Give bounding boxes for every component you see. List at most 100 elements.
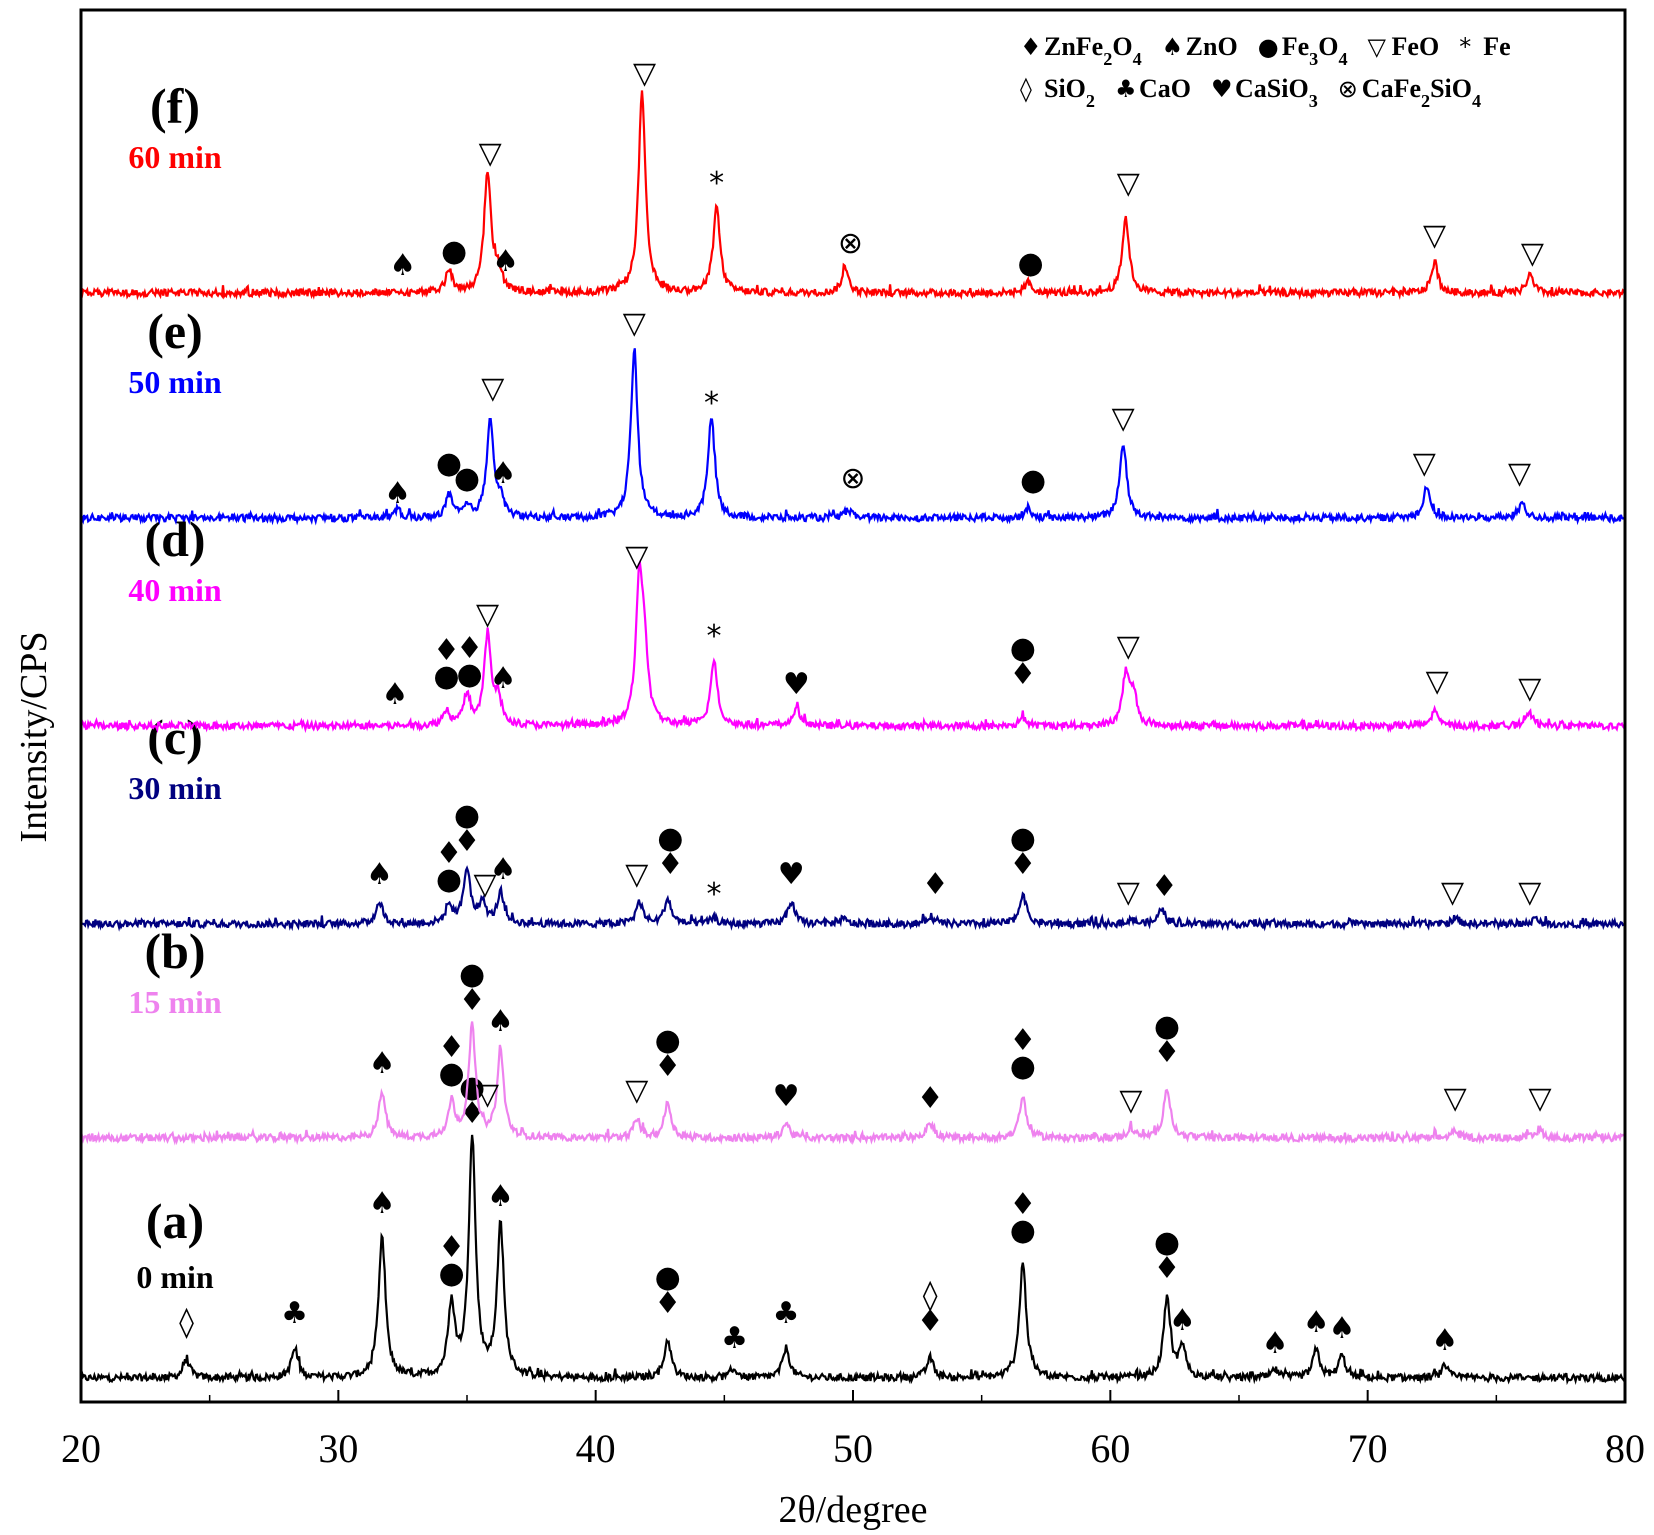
x-tick-label: 70 [1348, 1426, 1388, 1471]
marker-casio3-icon: ♥ [773, 1079, 800, 1114]
axes-frame [79, 8, 1627, 1404]
marker-feo-icon: ▽ [625, 1073, 648, 1108]
series-a-line [79, 1134, 1626, 1386]
series-f-time: 60 min [128, 139, 222, 175]
marker-feo-icon: ▽ [481, 371, 504, 406]
marker-fe3o4-icon: ● [1154, 1225, 1180, 1260]
marker-zno-icon: ♠ [492, 244, 519, 279]
legend-zno-icon: ♠ [1162, 33, 1184, 61]
legend-cao-icon: ♣ [1115, 75, 1137, 103]
series-e-label: (e) [147, 303, 203, 359]
legend-sio2-label: SiO2 [1044, 74, 1095, 111]
marker-znfe2o4-icon: ♦ [917, 1081, 944, 1116]
marker-fe3o4-icon: ● [1020, 463, 1046, 498]
x-axis-label: 2θ/degree [778, 1489, 927, 1531]
legend-cafe2sio4-label: CaFe2SiO4 [1362, 74, 1481, 111]
marker-fe3o4-icon: ● [436, 862, 462, 897]
series-d-time: 40 min [128, 572, 222, 608]
legend-znfe2o4-icon: ♦ [1020, 33, 1042, 61]
marker-feo-icon: ▽ [1119, 1083, 1142, 1118]
marker-znfe2o4-icon: ♦ [1151, 869, 1178, 904]
x-tick-label: 60 [1090, 1426, 1130, 1471]
marker-fe-icon: * [709, 166, 724, 201]
marker-feo-icon: ▽ [625, 857, 648, 892]
marker-fe-icon: * [704, 386, 719, 421]
marker-zno-icon: ♠ [389, 248, 416, 283]
legend-casio3-label: CaSiO3 [1235, 74, 1318, 111]
marker-znfe2o4-icon: ♦ [456, 631, 483, 666]
marker-sio2-icon: ◊ [923, 1278, 938, 1313]
marker-feo-icon: ▽ [1518, 671, 1541, 706]
marker-znfe2o4-icon: ♦ [433, 633, 460, 668]
marker-casio3-icon: ♥ [783, 667, 810, 702]
marker-fe-icon: * [707, 619, 722, 654]
marker-znfe2o4-icon: ♦ [436, 836, 463, 871]
x-tick-label: 40 [576, 1426, 616, 1471]
marker-fe3o4-icon: ● [1154, 1009, 1180, 1044]
marker-feo-icon: ▽ [1112, 401, 1135, 436]
legend-sio2-icon: ◊ [1020, 75, 1032, 103]
marker-feo-icon: ▽ [1117, 629, 1140, 664]
marker-znfe2o4-icon: ♦ [1153, 1251, 1180, 1286]
marker-cao-icon: ♣ [721, 1321, 748, 1356]
marker-zno-icon: ♠ [487, 1179, 514, 1214]
marker-znfe2o4-icon: ♦ [1009, 657, 1036, 692]
marker-feo-icon: ▽ [479, 136, 502, 171]
series-c-label: (c) [147, 709, 203, 765]
legend-feo-icon: ▽ [1368, 33, 1387, 61]
marker-zno-icon: ♠ [1169, 1303, 1196, 1338]
series-f-line [80, 90, 1627, 301]
marker-sio2-icon: ◊ [179, 1305, 194, 1340]
x-tick-label: 80 [1605, 1426, 1645, 1471]
legend-fe-icon: * [1459, 33, 1471, 61]
series-b-label: (b) [144, 923, 205, 979]
marker-feo-icon: ▽ [1444, 1081, 1467, 1116]
series-b-line [79, 1021, 1627, 1146]
marker-znfe2o4-icon: ♦ [459, 983, 486, 1018]
marker-fe3o4-icon: ● [1010, 631, 1036, 666]
marker-znfe2o4-icon: ♦ [917, 1304, 944, 1339]
marker-znfe2o4-icon: ♦ [454, 824, 481, 859]
marker-feo-icon: ▽ [1423, 218, 1446, 253]
marker-zno-icon: ♠ [1328, 1311, 1355, 1346]
marker-feo-icon: ▽ [1508, 456, 1531, 491]
series-c-time: 30 min [128, 770, 222, 806]
legend-feo-label: FeO [1392, 32, 1440, 61]
marker-feo-icon: ▽ [1521, 236, 1544, 271]
marker-fe3o4-icon: ● [454, 461, 480, 496]
marker-zno-icon: ♠ [1262, 1326, 1289, 1361]
marker-fe3o4-icon: ● [433, 659, 459, 694]
marker-zno-icon: ♠ [490, 661, 517, 696]
marker-fe3o4-icon: ● [1017, 246, 1043, 281]
marker-feo-icon: ▽ [1529, 1081, 1552, 1116]
marker-feo-icon: ▽ [625, 539, 648, 574]
series-a-time: 0 min [136, 1259, 214, 1295]
marker-fe3o4-icon: ● [441, 234, 467, 269]
legend-zno-label: ZnO [1186, 32, 1238, 61]
legend-znfe2o4-label: ZnFe2O4 [1044, 32, 1142, 69]
marker-feo-icon: ▽ [476, 1077, 499, 1112]
marker-cao-icon: ♣ [773, 1296, 800, 1331]
marker-zno-icon: ♠ [381, 677, 408, 712]
marker-casio3-icon: ♥ [778, 857, 805, 892]
marker-feo-icon: ▽ [1518, 875, 1541, 910]
series-f-label: (f) [150, 78, 200, 134]
marker-fe3o4-icon: ● [438, 1256, 464, 1291]
series-d-line [79, 558, 1626, 734]
marker-fe3o4-icon: ● [438, 1056, 464, 1091]
marker-feo-icon: ▽ [476, 597, 499, 632]
marker-fe3o4-icon: ● [456, 657, 482, 692]
legend-casio3-icon: ♥ [1211, 75, 1233, 103]
marker-znfe2o4-icon: ♦ [438, 1030, 465, 1065]
x-axis-ticks: 20 30 40 50 60 70 80 [61, 1390, 1645, 1471]
marker-feo-icon: ▽ [473, 867, 496, 902]
legend-cao-label: CaO [1139, 74, 1191, 103]
marker-fe3o4-icon: ● [459, 1070, 485, 1105]
series-c-line [80, 865, 1626, 932]
marker-zno-icon: ♠ [490, 456, 517, 491]
marker-cafe2sio4-icon: ⊗ [840, 461, 865, 496]
marker-fe3o4-icon: ● [1010, 1213, 1036, 1248]
x-tick-label: 20 [61, 1426, 101, 1471]
marker-zno-icon: ♠ [490, 852, 517, 887]
